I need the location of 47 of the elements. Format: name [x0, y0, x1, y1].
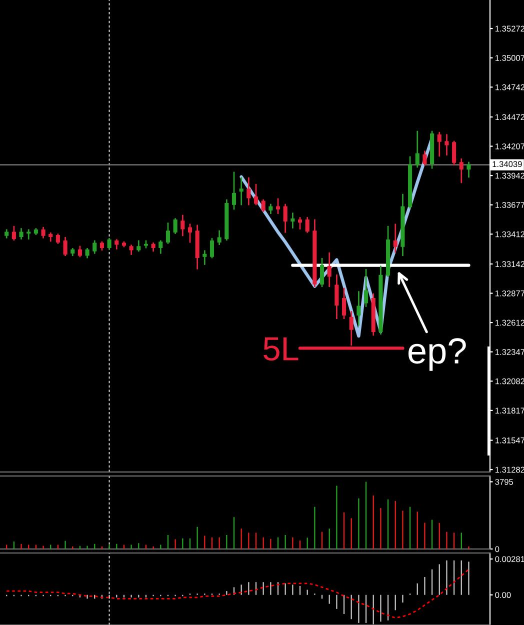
y-tick-label: 0.00 [495, 592, 511, 598]
candlestick [261, 199, 266, 212]
candlestick [136, 240, 141, 252]
y-tick-label: 0 [495, 546, 500, 552]
candlestick [210, 238, 214, 258]
candlestick [173, 218, 178, 234]
candlestick [452, 140, 456, 166]
candlestick [356, 291, 361, 326]
candlestick [158, 240, 163, 254]
candlestick [290, 212, 295, 228]
candlestick [12, 226, 16, 241]
candlestick [19, 228, 24, 240]
y-tick-label: 3795 [495, 478, 514, 485]
candlestick [63, 236, 68, 256]
candlestick [437, 132, 442, 157]
candlestick [393, 224, 398, 253]
candlestick [41, 227, 46, 238]
candlestick [320, 258, 324, 287]
candlestick [364, 269, 368, 307]
candlestick [459, 158, 464, 184]
candlestick [254, 184, 258, 206]
candlestick [334, 274, 339, 320]
line-series [6, 568, 470, 619]
candlestick [415, 130, 420, 168]
candlestick [166, 222, 170, 244]
candlestick [298, 217, 302, 230]
candlestick [92, 240, 97, 254]
candlestick [217, 230, 222, 245]
candlestick [283, 204, 288, 233]
candlestick [422, 150, 427, 166]
annotation: ep? [408, 338, 466, 371]
candlestick [239, 177, 244, 206]
ref-line-label: 1.34039 [492, 161, 522, 168]
candlestick [180, 214, 185, 236]
candlestick [342, 288, 346, 320]
candlestick [444, 134, 449, 156]
candlestick [466, 162, 471, 178]
candlestick [232, 172, 236, 210]
candlestick [327, 252, 332, 287]
candlestick [246, 177, 251, 206]
candlestick [202, 250, 207, 265]
candlestick [276, 198, 280, 214]
candlestick [78, 246, 82, 258]
candlestick [188, 224, 192, 243]
candlestick [26, 229, 31, 240]
candlestick [305, 217, 310, 233]
annotation: 5L [264, 337, 298, 361]
